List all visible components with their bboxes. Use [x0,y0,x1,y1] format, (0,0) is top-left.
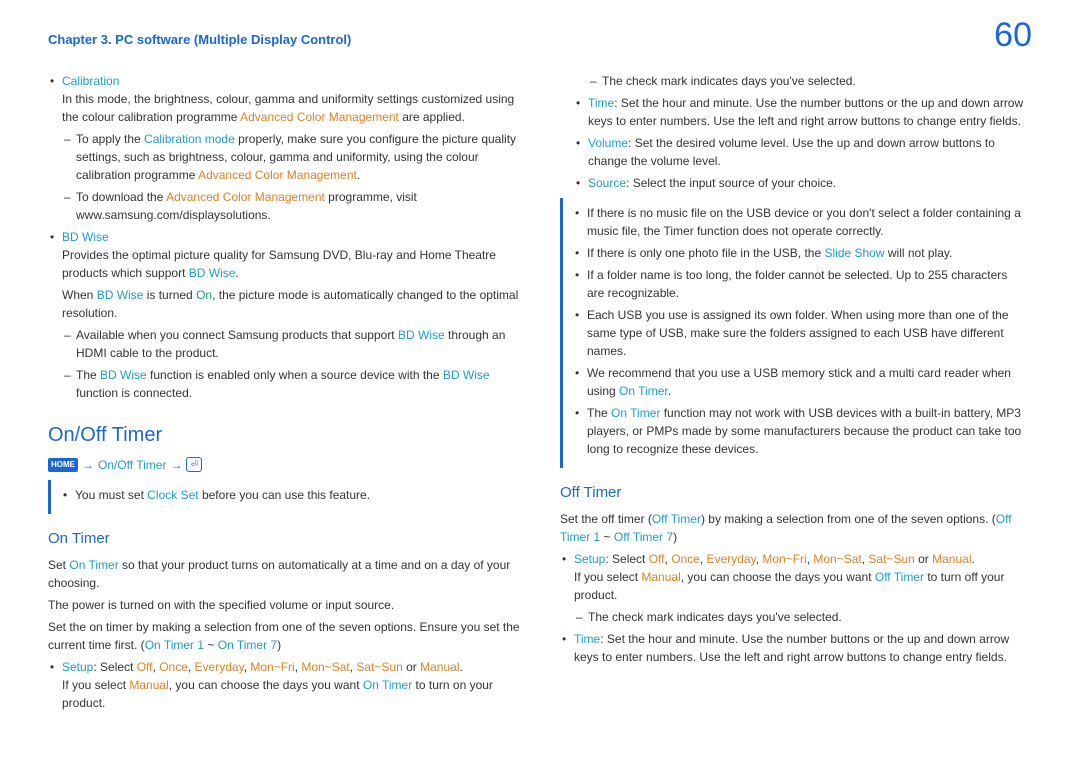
source-item: Source: Select the input source of your … [574,174,1032,192]
calibration-note2: To download the Advanced Color Managemen… [62,188,520,224]
usb-notes-box: If there is no music file on the USB dev… [560,198,1032,468]
page-number: 60 [994,10,1032,61]
onoff-timer-heading: On/Off Timer [48,420,520,450]
right-column: The check mark indicates days you've sel… [560,72,1032,717]
usb-note6: The On Timer function may not work with … [573,404,1022,458]
usb-note1: If there is no music file on the USB dev… [573,204,1022,240]
time-item: Time: Set the hour and minute. Use the n… [574,94,1032,130]
off-timer-heading: Off Timer [560,482,1032,505]
ontimer-p1: Set On Timer so that your product turns … [48,556,520,592]
calibration-item: Calibration In this mode, the brightness… [48,72,520,224]
arrow-icon: → [170,456,182,474]
home-icon: HOME [48,458,78,472]
ontimer-p3: Set the on timer by making a selection f… [48,618,520,654]
offtimer-p1: Set the off timer (Off Timer) by making … [560,510,1032,546]
content-columns: Calibration In this mode, the brightness… [48,72,1032,717]
clock-note-item: You must set Clock Set before you can us… [61,486,510,504]
bdwise-p1: Provides the optimal picture quality for… [62,246,520,282]
bdwise-note1: Available when you connect Samsung produ… [62,326,520,362]
off-setup-p2: If you select Manual, you can choose the… [574,568,1032,604]
usb-note2: If there is only one photo file in the U… [573,244,1022,262]
off-setup-item: Setup: Select Off, Once, Everyday, Mon~F… [560,550,1032,626]
setup-item: Setup: Select Off, Once, Everyday, Mon~F… [48,658,520,712]
bdwise-title: BD Wise [62,230,109,244]
volume-item: Volume: Set the desired volume level. Us… [574,134,1032,170]
arrow-icon: → [82,456,94,474]
nav-path: HOME → On/Off Timer → ⏎ [48,456,520,474]
checkmark-note: The check mark indicates days you've sel… [588,72,1032,90]
calibration-desc: In this mode, the brightness, colour, ga… [62,90,520,126]
setup-p2: If you select Manual, you can choose the… [62,676,520,712]
off-checkmark: The check mark indicates days you've sel… [574,608,1032,626]
bdwise-p2: When BD Wise is turned On, the picture m… [62,286,520,322]
bdwise-item: BD Wise Provides the optimal picture qua… [48,228,520,402]
chapter-title: Chapter 3. PC software (Multiple Display… [48,30,351,50]
clock-set-note: You must set Clock Set before you can us… [48,480,520,514]
usb-note3: If a folder name is too long, the folder… [573,266,1022,302]
calibration-title: Calibration [62,74,119,88]
enter-icon: ⏎ [186,457,202,473]
on-timer-heading: On Timer [48,528,520,551]
bdwise-note2: The BD Wise function is enabled only whe… [62,366,520,402]
ontimer-p2: The power is turned on with the specifie… [48,596,520,614]
left-column: Calibration In this mode, the brightness… [48,72,520,717]
usb-note4: Each USB you use is assigned its own fol… [573,306,1022,360]
calibration-note1: To apply the Calibration mode properly, … [62,130,520,184]
page-header: Chapter 3. PC software (Multiple Display… [48,30,1032,50]
usb-note5: We recommend that you use a USB memory s… [573,364,1022,400]
off-time-item: Time: Set the hour and minute. Use the n… [560,630,1032,666]
